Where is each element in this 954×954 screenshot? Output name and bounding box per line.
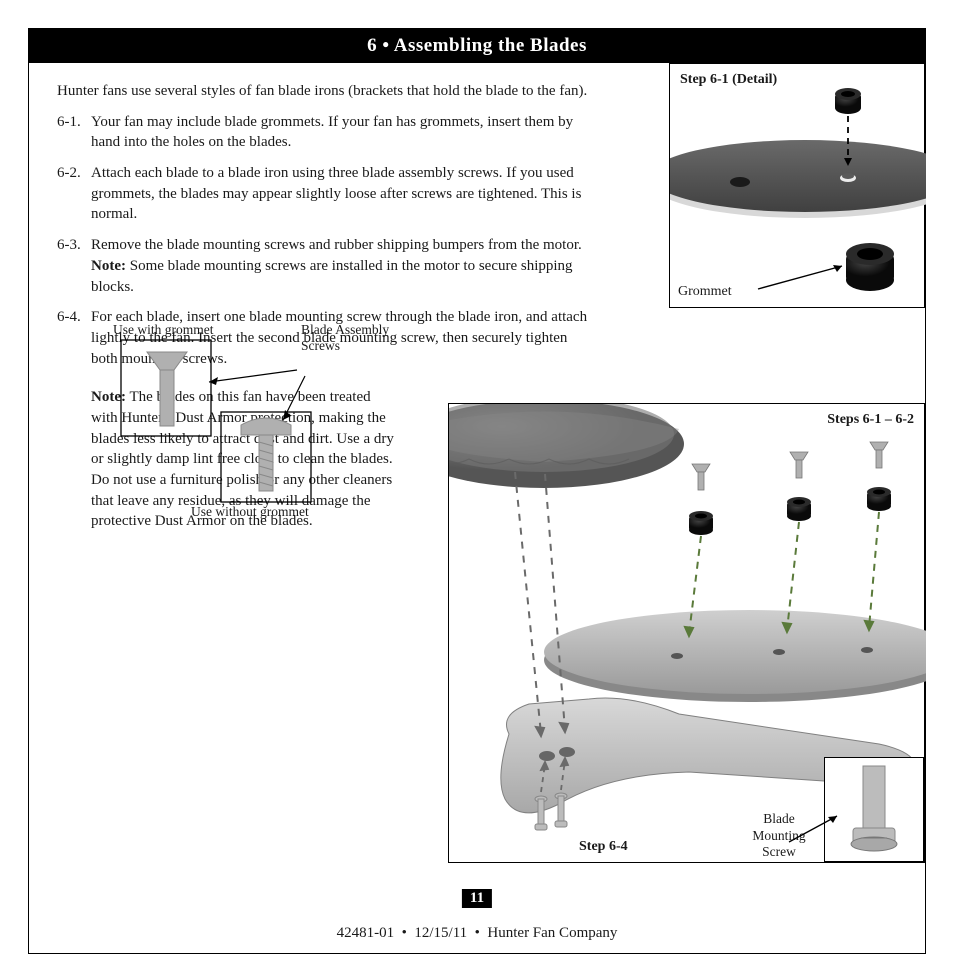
footer-doc: 42481-01 (337, 925, 395, 941)
footer-company: Hunter Fan Company (487, 925, 617, 941)
step-number: 6-3. (57, 235, 91, 297)
footer-date: 12/15/11 (414, 925, 467, 941)
figure-steps-label: Steps 6-1 – 6-2 (827, 410, 914, 429)
page-frame: 6 • Assembling the Blades Hunter fans us… (28, 28, 926, 954)
step-text: Your fan may include blade grommets. If … (91, 112, 597, 153)
blade-assembly-screws-label: Blade Assembly Screws (301, 322, 411, 354)
step-number: 6-2. (57, 163, 91, 225)
step-text-b: Some blade mounting screws are installed… (91, 258, 573, 295)
page-number: 11 (462, 889, 492, 908)
step-number: 6-4. (57, 307, 91, 369)
inset-mounting-screw (824, 757, 924, 862)
section-title-bar: 6 • Assembling the Blades (29, 29, 925, 63)
section-number: 6 (367, 35, 377, 56)
bms-a: Blade (763, 811, 795, 826)
blade-mounting-screw-label: Blade Mounting Screw (740, 811, 818, 860)
section-bullet: • (382, 35, 389, 56)
figure-detail-label: Step 6-1 (Detail) (680, 70, 777, 89)
intro-text: Hunter fans use several styles of fan bl… (57, 81, 597, 102)
figure-step4-label: Step 6-4 (579, 837, 628, 856)
figure-detail-6-1: Step 6-1 (Detail) (669, 63, 925, 308)
note-label: Note: (91, 258, 126, 274)
footer-sep1: • (402, 925, 407, 941)
grommet-label: Grommet (678, 282, 732, 301)
step-text: Attach each blade to a blade iron using … (91, 163, 597, 225)
bas-text: Blade Assembly Screws (301, 322, 389, 353)
step-text: Remove the blade mounting screws and rub… (91, 235, 597, 297)
bms-c: Screw (762, 844, 796, 859)
footer: 42481-01 • 12/15/11 • Hunter Fan Company (0, 925, 954, 942)
page-number-wrap: 11 (462, 889, 492, 912)
content-area: Hunter fans use several styles of fan bl… (29, 63, 925, 540)
step-number: 6-1. (57, 112, 91, 153)
figure-main: Steps 6-1 – 6-2 (448, 403, 925, 863)
footer-sep2: • (475, 925, 480, 941)
step-item: 6-3. Remove the blade mounting screws an… (57, 235, 597, 297)
section-title: Assembling the Blades (394, 35, 587, 56)
step-text-a: Remove the blade mounting screws and rub… (91, 237, 582, 253)
figure-detail-svg (670, 64, 926, 309)
use-with-grommet-label: Use with grommet (113, 322, 214, 338)
bms-b: Mounting (752, 828, 805, 843)
inset-svg (825, 758, 925, 863)
use-without-grommet-label: Use without grommet (191, 504, 309, 520)
screws-figure: Use with grommet Blade Assembly Screws U… (91, 322, 391, 522)
step-item: 6-1. Your fan may include blade grommets… (57, 112, 597, 153)
step-item: 6-2. Attach each blade to a blade iron u… (57, 163, 597, 225)
